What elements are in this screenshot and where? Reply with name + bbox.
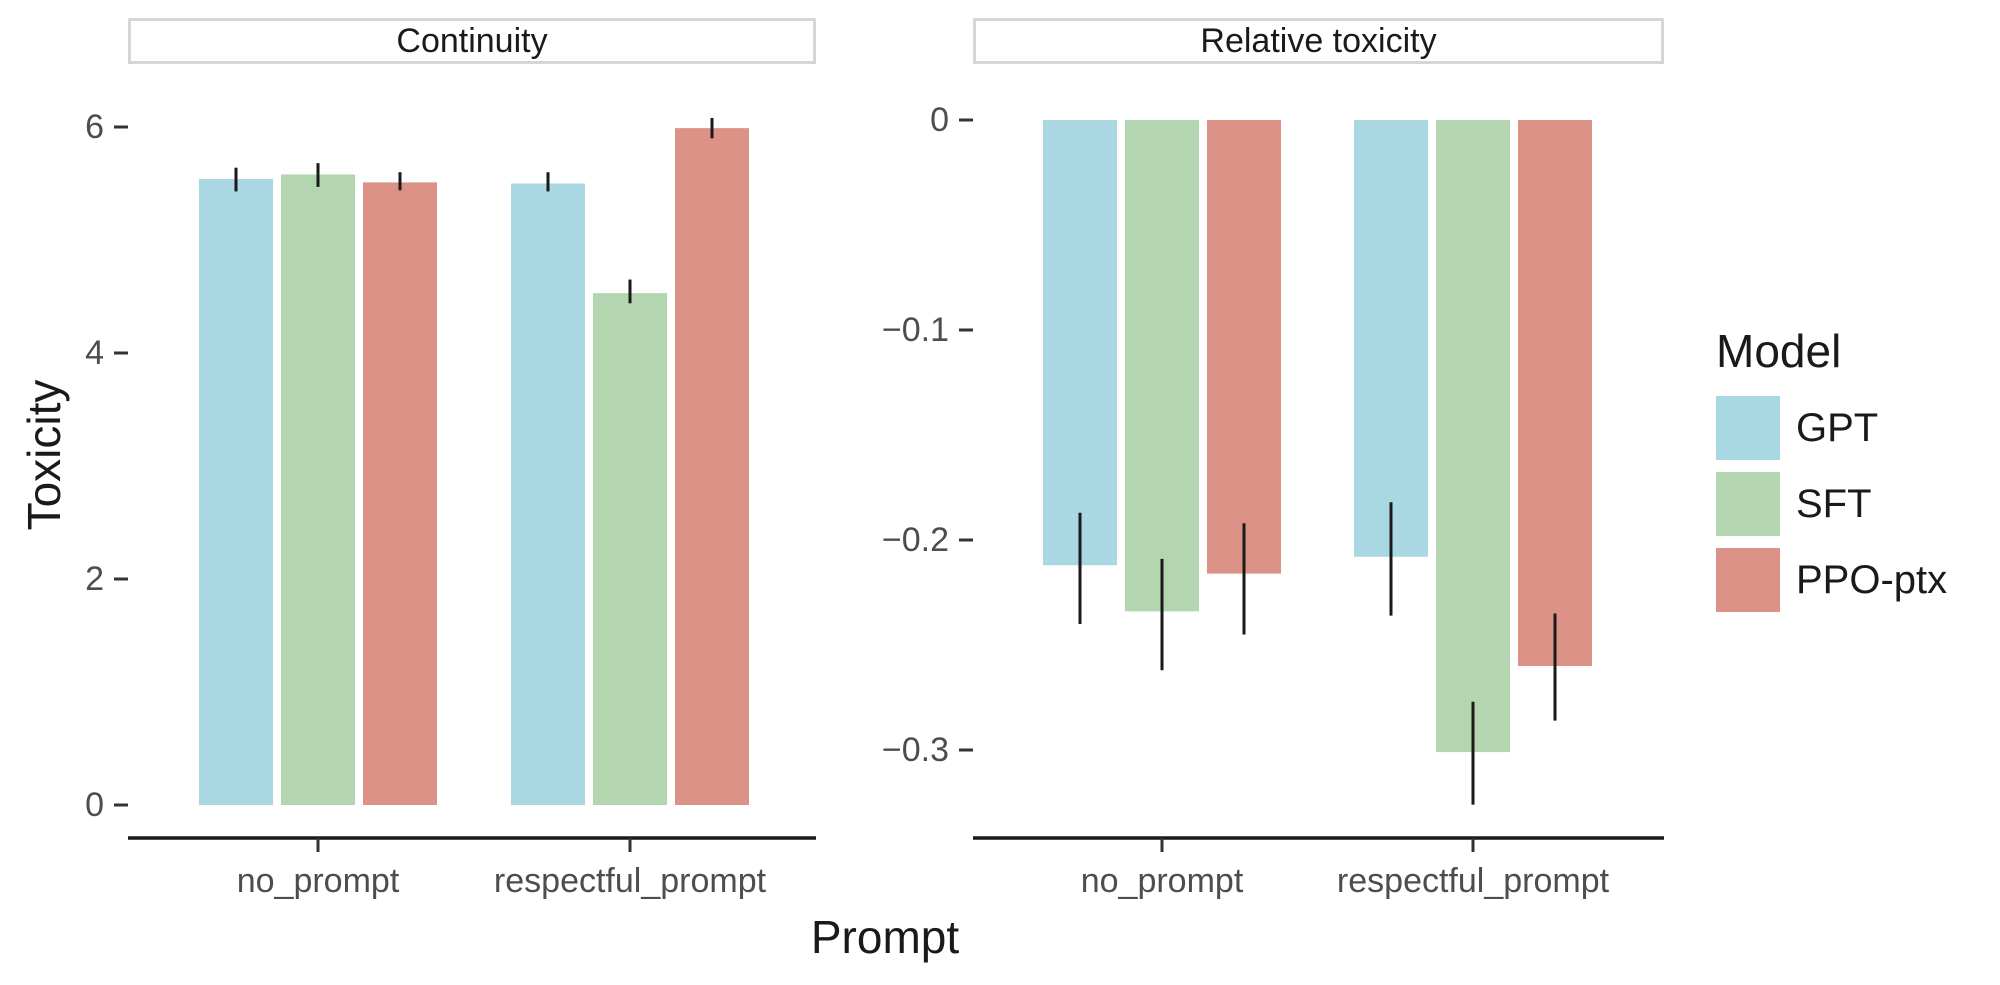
bar-SFT-no_prompt	[1125, 120, 1199, 612]
facet-title-continuity: Continuity	[396, 21, 548, 60]
bar-GPT-no_prompt	[1043, 120, 1117, 566]
x-tick-label: no_prompt	[1081, 862, 1244, 900]
legend-item-sft: SFT	[1716, 472, 1947, 536]
facet-title-relative-toxicity: Relative toxicity	[1200, 21, 1437, 60]
legend-swatch-gpt	[1716, 396, 1780, 460]
bar-SFT-respectful_prompt	[593, 293, 667, 805]
legend: Model GPT SFT PPO-ptx	[1716, 324, 1947, 624]
legend-label-gpt: GPT	[1796, 405, 1879, 450]
y-tick-label: −0.1	[882, 311, 949, 349]
legend-swatch-ppo-ptx	[1716, 548, 1780, 612]
bar-PPO-ptx-respectful_prompt	[1518, 120, 1592, 666]
legend-label-sft: SFT	[1796, 481, 1872, 526]
y-tick-label: 6	[85, 108, 104, 146]
facet-strip-relative-toxicity: Relative toxicity	[973, 18, 1664, 64]
panel-continuity: 0 2 4 6 no_prompt respectful_prompt	[85, 108, 816, 900]
legend-label-ppo-ptx: PPO-ptx	[1796, 557, 1948, 602]
bar-GPT-respectful_prompt	[1354, 120, 1428, 557]
legend-item-gpt: GPT	[1716, 396, 1947, 460]
x-tick-label: respectful_prompt	[1337, 862, 1610, 900]
bar-SFT-no_prompt	[281, 174, 355, 805]
bar-GPT-respectful_prompt	[511, 183, 585, 805]
panel-relative-toxicity: 0 −0.1 −0.2 −0.3 no_prompt respectful_prompt	[882, 101, 1664, 900]
x-tick-label: no_prompt	[237, 862, 400, 900]
y-tick-label: −0.3	[882, 731, 949, 769]
x-axis-title: Prompt	[810, 911, 960, 963]
bar-PPO-ptx-respectful_prompt	[675, 128, 749, 805]
legend-swatch-sft	[1716, 472, 1780, 536]
y-tick-label: 4	[85, 334, 104, 372]
legend-title: Model	[1716, 325, 1842, 377]
bar-PPO-ptx-no_prompt	[363, 182, 437, 805]
y-tick-label: 0	[85, 786, 104, 824]
bar-SFT-respectful_prompt	[1436, 120, 1510, 753]
y-tick-label: −0.2	[882, 521, 949, 559]
y-axis-title: Toxicity	[18, 379, 70, 531]
bar-PPO-ptx-no_prompt	[1207, 120, 1281, 574]
y-tick-label: 0	[930, 101, 949, 139]
x-tick-label: respectful_prompt	[494, 862, 767, 900]
bar-GPT-no_prompt	[199, 178, 273, 806]
y-tick-label: 2	[85, 560, 104, 598]
facet-strip-continuity: Continuity	[128, 18, 816, 64]
legend-item-ppo-ptx: PPO-ptx	[1716, 548, 1947, 612]
